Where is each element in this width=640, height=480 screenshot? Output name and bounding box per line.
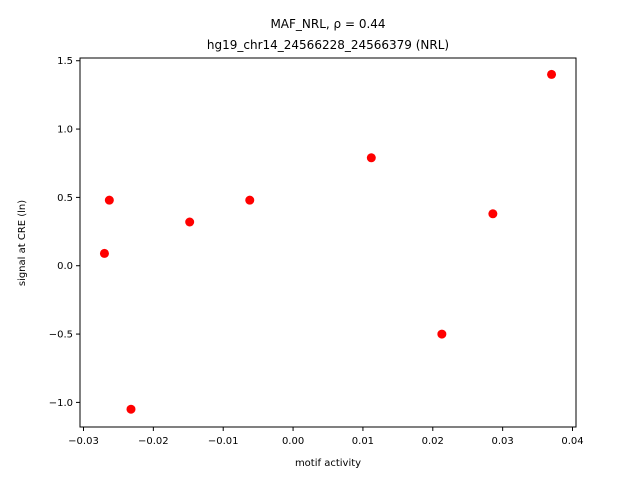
y-axis-label: signal at CRE (ln) [17, 200, 28, 286]
data-point-1 [99, 248, 109, 258]
y-tick-label-5: 1.0 [57, 125, 73, 136]
y-tick-label-4: 0.5 [57, 193, 73, 204]
data-points [99, 69, 557, 414]
plot-area [79, 57, 577, 428]
data-point-6 [366, 153, 376, 163]
y-tick-label-1: −1.0 [49, 398, 73, 409]
data-point-8 [488, 209, 498, 219]
x-tick-label-4: 0.00 [282, 436, 304, 447]
axes-frame [79, 57, 577, 428]
x-axis: −0.03 −0.02 −0.01 0.00 0.01 0.02 0.03 0.04 [68, 427, 584, 447]
data-point-4 [185, 217, 195, 227]
y-tick-label-2: −0.5 [49, 330, 73, 341]
data-point-3 [126, 404, 136, 414]
x-axis-label: motif activity [295, 458, 361, 469]
x-tick-label-8: 0.04 [561, 436, 583, 447]
data-point-7 [437, 329, 447, 339]
y-tick-label-3: 0.0 [57, 261, 73, 272]
data-point-5 [245, 195, 255, 205]
y-tick-label-6: 1.5 [57, 56, 73, 67]
x-tick-label-7: 0.03 [492, 436, 514, 447]
chart-title-line-1: MAF_NRL, ρ = 0.44 [270, 17, 385, 31]
data-point-9 [547, 69, 557, 79]
x-tick-label-5: 0.01 [352, 436, 374, 447]
x-tick-label-1: −0.03 [68, 436, 99, 447]
x-tick-label-3: −0.01 [208, 436, 239, 447]
x-tick-label-6: 0.02 [422, 436, 444, 447]
chart-title-line-2: hg19_chr14_24566228_24566379 (NRL) [207, 38, 449, 52]
y-axis: −1.0 −0.5 0.0 0.5 1.0 1.5 [49, 56, 80, 409]
x-tick-label-2: −0.02 [138, 436, 169, 447]
data-point-2 [104, 195, 114, 205]
